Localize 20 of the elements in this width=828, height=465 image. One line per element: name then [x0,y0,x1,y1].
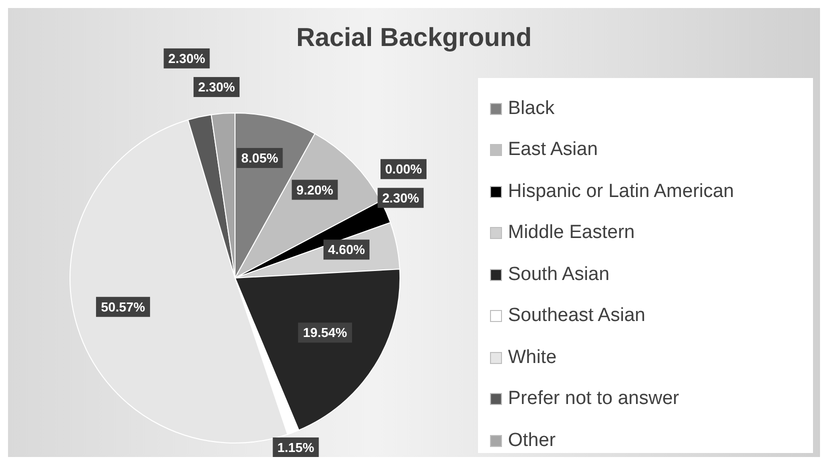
data-label: 4.60% [328,242,366,258]
data-label: 50.57% [100,299,146,314]
data-label: 2.30% [168,50,206,66]
data-label: 19.54% [303,325,348,340]
legend-label: Other [508,430,556,452]
legend-label: East Asian [508,139,598,162]
text: 0.00% [385,162,422,177]
legend-label: Hispanic or Latin American [508,180,734,203]
data-label: 1.15% [277,440,315,455]
legend-label: White [508,346,557,369]
chart-title: Racial Background [296,22,532,52]
legend-label: South Asian [508,264,610,286]
data-label: 2.30% [382,190,420,206]
data-label: 9.20% [296,182,334,198]
legend-label: Middle Eastern [508,222,635,244]
legend-label: Prefer not to answer [508,388,680,410]
data-label: 8.05% [241,150,279,166]
legend-label: Southeast Asian [508,305,646,328]
legend-label: Black [508,98,554,120]
data-label: 2.30% [198,80,236,95]
